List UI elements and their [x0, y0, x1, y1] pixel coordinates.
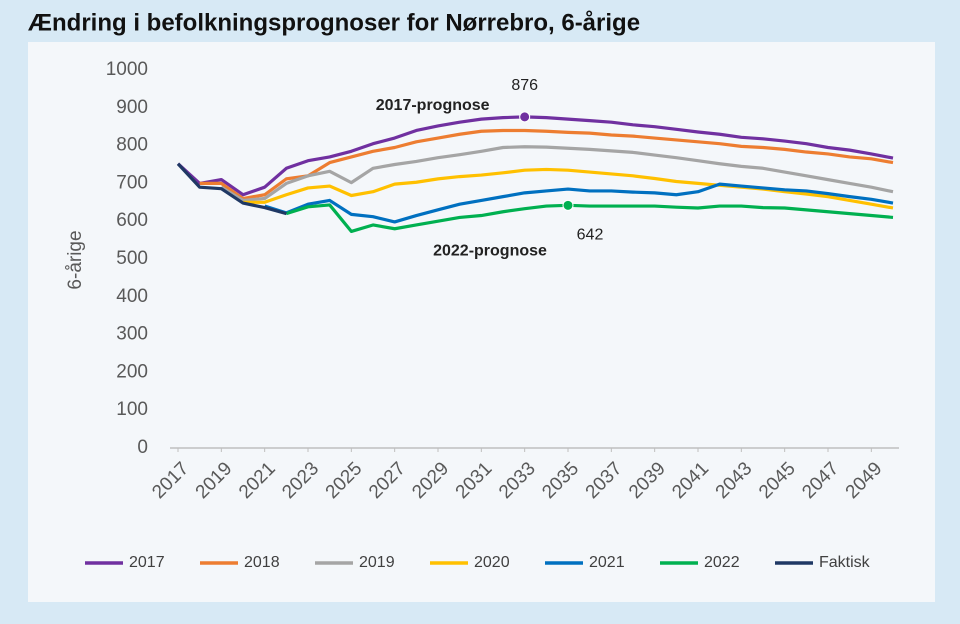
series-line	[176, 115, 894, 197]
y-axis-label: 6-årige	[65, 230, 86, 289]
legend-label: 2021	[589, 554, 625, 571]
y-tick-label: 800	[116, 135, 148, 156]
legend-label: 2017	[129, 554, 165, 571]
legend-label: 2020	[474, 554, 510, 571]
series-line	[285, 203, 894, 234]
legend-label: 2018	[244, 554, 280, 571]
highlight-marker	[562, 199, 574, 211]
highlight-marker	[519, 111, 531, 123]
data-label: 876	[511, 77, 538, 94]
y-tick-label: 900	[116, 97, 148, 118]
legend-label: 2022	[704, 554, 740, 571]
series-line	[264, 182, 894, 224]
series-line	[176, 162, 287, 216]
series-line	[243, 167, 894, 210]
series-line	[220, 145, 894, 203]
y-tick-label: 200	[116, 361, 148, 382]
legend-label: 2019	[359, 554, 395, 571]
y-tick-label: 700	[116, 172, 148, 193]
chart-title: Ændring i befolkningsprognoser for Nørre…	[28, 9, 640, 36]
plot-panel	[28, 42, 935, 602]
y-tick-label: 400	[116, 286, 148, 307]
annotation: 2017-prognose	[376, 97, 490, 114]
data-label: 642	[577, 227, 604, 244]
y-tick-label: 100	[116, 399, 148, 420]
legend-label: Faktisk	[819, 554, 871, 571]
y-tick-label: 600	[116, 210, 148, 231]
annotation: 2022-prognose	[433, 243, 547, 260]
y-tick-label: 0	[137, 437, 148, 458]
y-tick-label: 1000	[106, 59, 148, 80]
y-tick-label: 500	[116, 248, 148, 269]
series-line	[199, 128, 894, 201]
y-tick-label: 300	[116, 324, 148, 345]
